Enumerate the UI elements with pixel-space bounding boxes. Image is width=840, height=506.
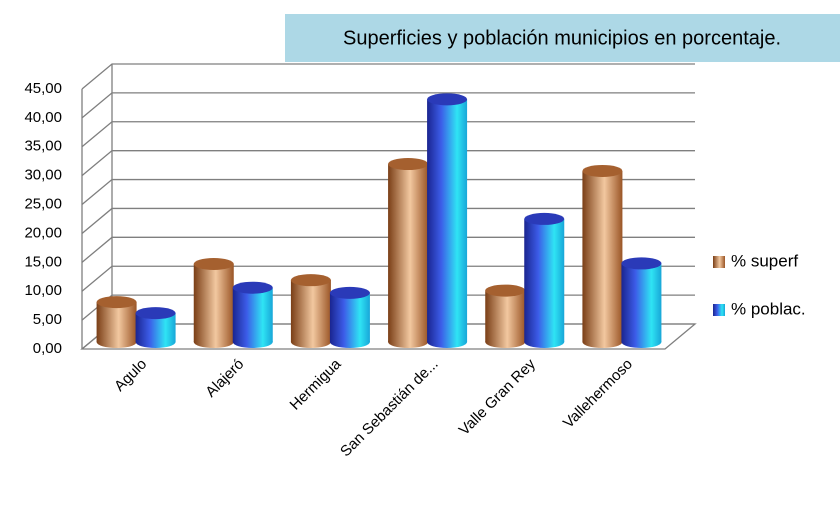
bar bbox=[582, 164, 623, 348]
bar bbox=[329, 286, 370, 348]
y-tick-label: 15,00 bbox=[24, 253, 62, 270]
grid-line bbox=[81, 63, 695, 90]
grid-line bbox=[81, 92, 695, 119]
bar bbox=[96, 296, 137, 348]
bar-top bbox=[427, 93, 468, 106]
bar-bottom bbox=[485, 336, 526, 348]
bar-body bbox=[388, 164, 429, 342]
bar bbox=[485, 284, 526, 348]
bar bbox=[621, 257, 662, 348]
y-tick-label: 45,00 bbox=[24, 80, 62, 97]
bar-body bbox=[193, 264, 234, 342]
bar-body bbox=[621, 263, 662, 342]
y-tick-label: 40,00 bbox=[24, 109, 62, 126]
x-tick-label: Alajeró bbox=[202, 356, 247, 401]
x-tick-label: San Sebastián de... bbox=[337, 356, 442, 461]
bar-body bbox=[329, 292, 370, 342]
bar-bottom bbox=[96, 336, 137, 348]
bar bbox=[524, 212, 565, 348]
x-tick-label: Agulo bbox=[111, 356, 150, 395]
bar bbox=[232, 281, 273, 348]
bar-top bbox=[388, 158, 429, 171]
legend-swatch bbox=[713, 304, 725, 316]
bar-body bbox=[427, 99, 468, 342]
bar bbox=[193, 258, 234, 348]
y-tick-label: 10,00 bbox=[24, 282, 62, 299]
bar-top bbox=[96, 296, 137, 309]
bar-top bbox=[329, 286, 370, 299]
title-box bbox=[285, 14, 840, 62]
bar-bottom bbox=[524, 336, 565, 348]
bar bbox=[290, 274, 331, 348]
bar bbox=[427, 93, 468, 348]
bar-bottom bbox=[329, 336, 370, 348]
bar-top bbox=[524, 212, 565, 225]
y-tick-label: 25,00 bbox=[24, 196, 62, 213]
x-tick-label: Valle Gran Rey bbox=[456, 355, 540, 439]
bar-top bbox=[582, 164, 623, 177]
bar-body bbox=[96, 302, 137, 342]
bar-bottom bbox=[621, 336, 662, 348]
legend-label: % poblac. bbox=[731, 299, 806, 318]
bar-body bbox=[232, 287, 273, 342]
bar bbox=[135, 307, 176, 348]
bar-bottom bbox=[135, 336, 176, 348]
y-tick-label: 35,00 bbox=[24, 138, 62, 155]
bar-body bbox=[290, 280, 331, 342]
x-tick-label: Vallehermoso bbox=[560, 356, 636, 432]
bar-top bbox=[232, 281, 273, 294]
bar-body bbox=[485, 290, 526, 342]
bar bbox=[388, 158, 429, 348]
y-tick-label: 0,00 bbox=[33, 340, 62, 357]
bar-top bbox=[193, 258, 234, 270]
bar-top bbox=[135, 307, 176, 320]
chart-title: Superficies y población municipios en po… bbox=[343, 27, 781, 49]
y-tick-label: 5,00 bbox=[33, 311, 62, 328]
bar-bottom bbox=[232, 336, 273, 348]
bar-top bbox=[621, 257, 662, 270]
y-tick-label: 20,00 bbox=[24, 224, 62, 241]
bar-body bbox=[582, 170, 623, 342]
legend-label: % superf bbox=[731, 251, 798, 270]
bar-bottom bbox=[193, 336, 234, 348]
bar-bottom bbox=[290, 336, 331, 348]
y-tick-label: 30,00 bbox=[24, 167, 62, 184]
legend-swatch bbox=[713, 256, 725, 268]
bar-bottom bbox=[427, 336, 468, 348]
x-tick-label: Hermigua bbox=[287, 355, 345, 413]
grid-line bbox=[81, 121, 695, 148]
bar-bottom bbox=[388, 336, 429, 348]
bar-bottom bbox=[582, 336, 623, 348]
bar-top bbox=[290, 274, 331, 287]
bar-body bbox=[524, 218, 565, 342]
bar-top bbox=[485, 284, 526, 297]
